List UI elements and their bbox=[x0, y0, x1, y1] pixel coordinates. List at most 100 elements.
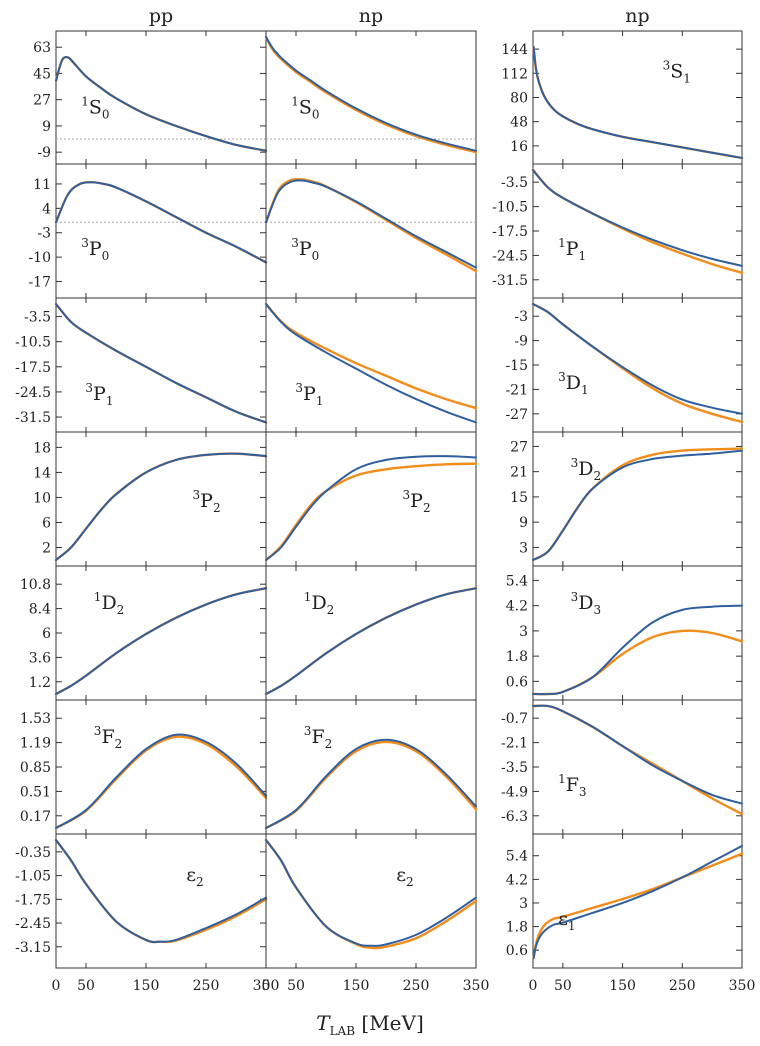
y-tick-label: 11 bbox=[33, 177, 51, 193]
series-line-blue bbox=[532, 604, 743, 696]
panel-label: 1F3 bbox=[558, 772, 586, 799]
y-tick-label: 9 bbox=[519, 515, 528, 531]
series-line-blue bbox=[265, 587, 477, 695]
panel-label: 3P2 bbox=[403, 488, 431, 515]
y-tick-label: -3.5 bbox=[501, 175, 528, 191]
x-tick-label: 50 bbox=[287, 978, 305, 994]
y-tick-label: 1.53 bbox=[20, 711, 51, 727]
y-tick-label: -21 bbox=[505, 382, 528, 398]
y-tick-label: 3 bbox=[519, 624, 528, 640]
x-tick-label: 0 bbox=[262, 978, 271, 994]
y-tick-label: -3.15 bbox=[15, 940, 51, 956]
series-line-blue bbox=[55, 587, 267, 695]
y-tick-label: 1.8 bbox=[506, 649, 528, 665]
series-line-orange bbox=[531, 704, 744, 816]
panel-label: 3P0 bbox=[291, 236, 319, 263]
y-tick-label: 14 bbox=[33, 465, 51, 481]
y-tick-label: -3.5 bbox=[24, 310, 51, 326]
panel-frame bbox=[532, 431, 743, 567]
y-tick-label: 21 bbox=[510, 465, 528, 481]
x-axis-label: TLAB [MeV] bbox=[316, 1011, 424, 1038]
column-2: np 1S0 3P0 3P1 3P2 1D2 3F2 ε2 0 50 150 250 350 bbox=[262, 5, 490, 994]
y-tick-label: -1.05 bbox=[15, 869, 51, 885]
y-tick-label: 9 bbox=[42, 119, 51, 135]
x-tick-label: 250 bbox=[669, 978, 696, 994]
series-line-blue bbox=[265, 839, 477, 947]
y-tick-label: 3 bbox=[519, 540, 528, 556]
panel-1P1: -3.5 -10.5 -17.5 -24.5 -31.5 1P1 bbox=[492, 163, 744, 299]
y-tick-label: 6 bbox=[42, 515, 51, 531]
y-tick-label: -31.5 bbox=[492, 273, 528, 289]
series-line-blue bbox=[55, 56, 267, 152]
panel-3F2: 1.53 1.19 0.85 0.51 0.17 3F2 bbox=[20, 699, 268, 835]
panel-1F3: -0.7 -2.1 -3.5 -4.9 -6.3 1F3 bbox=[501, 699, 744, 835]
series-line-orange bbox=[532, 852, 744, 960]
y-tick-label: 8.4 bbox=[29, 602, 51, 618]
column-1: pp 63 45 27 9 -9 1S0 11 4 -3 -10 -17 3P0 -3.5 -10.5 -17… bbox=[15, 5, 279, 994]
panel-frame bbox=[265, 565, 477, 701]
panel-frame bbox=[55, 431, 267, 567]
panel-label: 3S1 bbox=[663, 59, 691, 86]
y-tick-label: -24.5 bbox=[492, 248, 528, 264]
series-line-blue bbox=[55, 452, 267, 561]
panel-3D2: 27 21 15 9 3 3D2 bbox=[510, 431, 744, 567]
y-tick-label: -0.35 bbox=[15, 845, 51, 861]
x-tick-label: 150 bbox=[609, 978, 636, 994]
y-tick-label: -17.5 bbox=[15, 360, 51, 376]
y-tick-label: 10.8 bbox=[20, 577, 51, 593]
panel-label: 3P0 bbox=[81, 236, 109, 263]
series-line-orange bbox=[264, 740, 478, 830]
panel-1S0: 1S0 bbox=[264, 30, 478, 165]
series-line-blue bbox=[55, 303, 267, 424]
x-tick-label: 50 bbox=[554, 978, 572, 994]
panel-label: 3P2 bbox=[193, 488, 221, 515]
series-line-blue bbox=[55, 181, 267, 264]
panel-label: ε2 bbox=[396, 864, 413, 889]
y-tick-label: -31.5 bbox=[15, 410, 51, 426]
panel-frame bbox=[55, 163, 267, 299]
y-tick-label: 1.19 bbox=[20, 736, 51, 752]
panel-3P2: 3P2 bbox=[264, 431, 478, 567]
y-tick-label: 48 bbox=[510, 115, 528, 131]
panel-3P0: 11 4 -3 -10 -17 3P0 bbox=[28, 163, 268, 299]
x-tick-label: 350 bbox=[729, 978, 756, 994]
series-line-orange bbox=[531, 168, 744, 275]
series-line-orange bbox=[54, 735, 268, 830]
series-line-orange bbox=[531, 629, 744, 696]
y-tick-label: -10.5 bbox=[15, 335, 51, 351]
series-line-orange bbox=[264, 587, 478, 696]
series-line-blue bbox=[532, 704, 743, 805]
y-tick-label: -10.5 bbox=[492, 200, 528, 216]
panel-frame bbox=[532, 833, 743, 969]
panel-frame bbox=[55, 699, 267, 835]
series-line-blue bbox=[265, 738, 477, 829]
panel-label: 1D2 bbox=[304, 590, 335, 617]
series-line-blue bbox=[532, 844, 743, 960]
y-tick-label: 0.85 bbox=[20, 760, 51, 776]
x-tick-label: 0 bbox=[529, 978, 538, 994]
panel-3P2: 18 14 10 6 2 3P2 bbox=[33, 431, 268, 567]
y-tick-label: 15 bbox=[510, 490, 528, 506]
y-tick-label: 144 bbox=[501, 42, 528, 58]
series-line-blue bbox=[532, 303, 743, 415]
y-tick-label: 0.51 bbox=[20, 784, 51, 800]
y-tick-label: -27 bbox=[505, 407, 528, 423]
y-tick-label: 27 bbox=[510, 439, 528, 455]
series-line-blue bbox=[265, 455, 477, 561]
column-3: np1441128048163S1-3.5-10.5-17.5-24.5-31.… bbox=[492, 5, 755, 994]
series-line-blue bbox=[265, 303, 477, 424]
panel-frame bbox=[532, 699, 743, 835]
panel-label: 3P1 bbox=[295, 381, 323, 408]
y-tick-label: 16 bbox=[510, 139, 528, 155]
y-tick-label: -1.75 bbox=[15, 892, 51, 908]
y-tick-label: 80 bbox=[510, 91, 528, 107]
y-tick-label: 63 bbox=[33, 40, 51, 56]
x-tick-label: 150 bbox=[343, 978, 370, 994]
y-tick-label: 1.8 bbox=[506, 920, 528, 936]
panel-label: 3P1 bbox=[85, 381, 113, 408]
y-tick-label: -2.1 bbox=[501, 736, 528, 752]
y-tick-label: 5.4 bbox=[506, 849, 528, 865]
panel-frame bbox=[532, 297, 743, 433]
series-line-orange bbox=[264, 462, 478, 562]
panel-1D2: 10.8 8.4 6 3.6 1.2 1D2 bbox=[20, 565, 268, 701]
